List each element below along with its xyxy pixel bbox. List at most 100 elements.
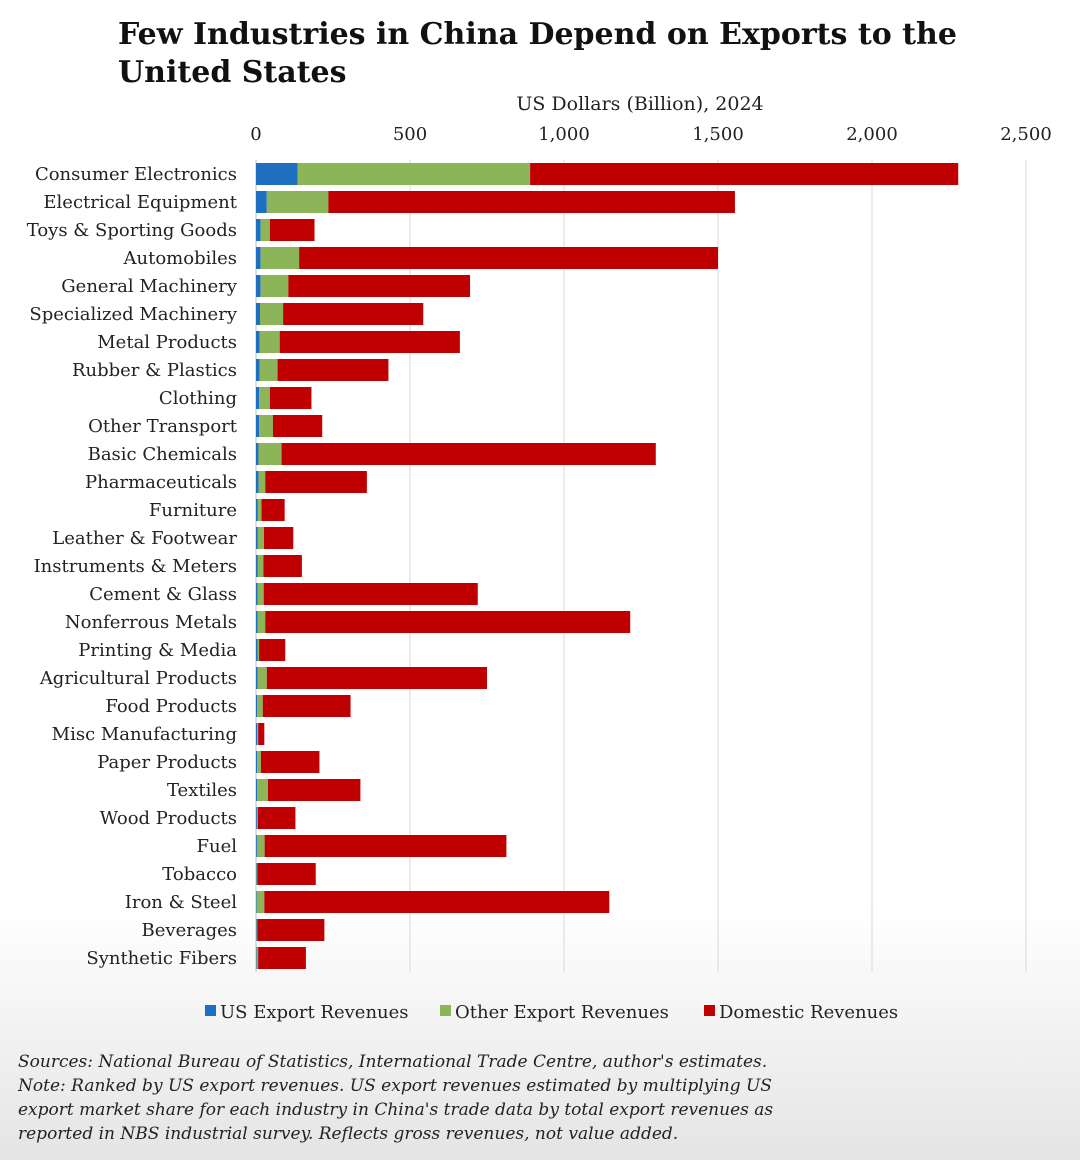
bar-segment: [256, 639, 258, 661]
bar-segment: [256, 415, 260, 437]
bar-segment: [259, 415, 273, 437]
bar-segment: [256, 891, 257, 913]
category-label: Nonferrous Metals: [65, 612, 237, 633]
bar-segment: [260, 751, 320, 773]
x-tick-label: 500: [393, 124, 427, 145]
bar-segment: [257, 919, 325, 941]
bar-segment: [256, 191, 267, 213]
bar-segment: [256, 835, 265, 857]
bar-segment: [258, 947, 306, 969]
bar-segment: [265, 611, 631, 633]
bar-segment: [256, 807, 257, 829]
x-tick-label: 2,000: [846, 124, 898, 145]
category-label: Tobacco: [162, 864, 237, 885]
bar-segment: [257, 863, 316, 885]
category-label: Instruments & Meters: [34, 556, 237, 577]
bar-segment: [260, 275, 289, 297]
bar-segment: [257, 751, 261, 773]
category-label: Textiles: [167, 780, 237, 801]
category-label: Clothing: [159, 388, 237, 409]
category-label: Iron & Steel: [125, 892, 237, 913]
bar-segment: [269, 387, 312, 409]
category-label: Toys & Sporting Goods: [27, 220, 237, 241]
category-label: Paper Products: [97, 752, 237, 773]
bar-segment: [277, 359, 389, 381]
bar-segment: [256, 387, 260, 409]
bar-segment: [256, 443, 259, 465]
category-label: Printing & Media: [78, 640, 237, 661]
legend-label: Domestic Revenues: [719, 1002, 898, 1023]
bar-segment: [259, 359, 278, 381]
x-tick-label: 2,500: [1000, 124, 1052, 145]
legend: US Export Revenues Other Export Revenues D…: [205, 1002, 898, 1023]
bar-segment: [263, 583, 478, 605]
bar-segment: [256, 863, 258, 885]
bar-segment: [256, 303, 261, 325]
bar-segment: [297, 163, 531, 185]
bar-segment: [257, 639, 260, 661]
bar-segment: [256, 555, 258, 577]
bar-segment: [279, 331, 460, 353]
sources-note: Sources: National Bureau of Statistics, …: [18, 1052, 768, 1072]
bar-segment: [256, 863, 257, 885]
category-label: Cement & Glass: [89, 584, 237, 605]
bar-segment: [257, 527, 265, 549]
legend-label: Other Export Revenues: [455, 1002, 669, 1023]
category-label: Agricultural Products: [39, 668, 237, 689]
legend-swatch: [440, 1005, 451, 1016]
bar-segment: [257, 779, 269, 801]
category-label: Rubber & Plastics: [72, 360, 237, 381]
method-note: Note: Ranked by US export revenues. US e…: [18, 1076, 774, 1144]
bar-segment: [258, 471, 266, 493]
bar-segment: [256, 919, 258, 941]
bars: [256, 163, 959, 969]
category-label: Basic Chemicals: [88, 444, 237, 465]
category-label: Fuel: [197, 836, 238, 857]
bar-segment: [272, 415, 323, 437]
bar-segment: [256, 471, 259, 493]
bar-segment: [328, 191, 735, 213]
category-label: Metal Products: [97, 332, 237, 353]
category-label: Other Transport: [88, 416, 238, 437]
x-axis-title: US Dollars (Billion), 2024: [516, 93, 763, 115]
bar-segment: [257, 695, 263, 717]
bar-segment: [256, 219, 261, 241]
bar-segment: [261, 499, 285, 521]
bar-segment: [256, 723, 258, 745]
bar-segment: [257, 611, 266, 633]
category-label: Automobiles: [123, 248, 238, 269]
bar-segment: [256, 695, 258, 717]
bar-segment: [256, 779, 258, 801]
legend-label: US Export Revenues: [220, 1002, 409, 1023]
bar-segment: [264, 891, 610, 913]
bar-segment: [281, 443, 656, 465]
bar-segment: [256, 751, 258, 773]
bar-segment: [269, 219, 315, 241]
category-label: Leather & Footwear: [52, 528, 237, 549]
bar-segment: [266, 667, 487, 689]
bar-segment: [266, 191, 329, 213]
bar-segment: [257, 807, 296, 829]
category-label: Food Products: [105, 696, 237, 717]
category-label: Electrical Equipment: [43, 192, 237, 213]
bar-segment: [260, 219, 270, 241]
bar-segment: [256, 583, 258, 605]
bar-segment: [264, 527, 294, 549]
bar-segment: [256, 359, 260, 381]
bar-segment: [260, 303, 284, 325]
x-tick-label: 1,500: [692, 124, 744, 145]
bar-segment: [260, 247, 300, 269]
x-tick-label: 0: [250, 124, 261, 145]
x-tick-label: 1,000: [538, 124, 590, 145]
bar-segment: [256, 611, 258, 633]
bar-segment: [259, 331, 280, 353]
bar-segment: [283, 303, 424, 325]
category-label: Synthetic Fibers: [86, 948, 237, 969]
bar-segment: [259, 639, 286, 661]
bar-segment: [256, 835, 257, 857]
x-axis-ticks: 0 500 1,000 1,500 2,000 2,500: [250, 124, 1051, 145]
category-label: Wood Products: [100, 808, 237, 829]
bar-segment: [257, 555, 264, 577]
legend-swatch: [704, 1005, 715, 1016]
